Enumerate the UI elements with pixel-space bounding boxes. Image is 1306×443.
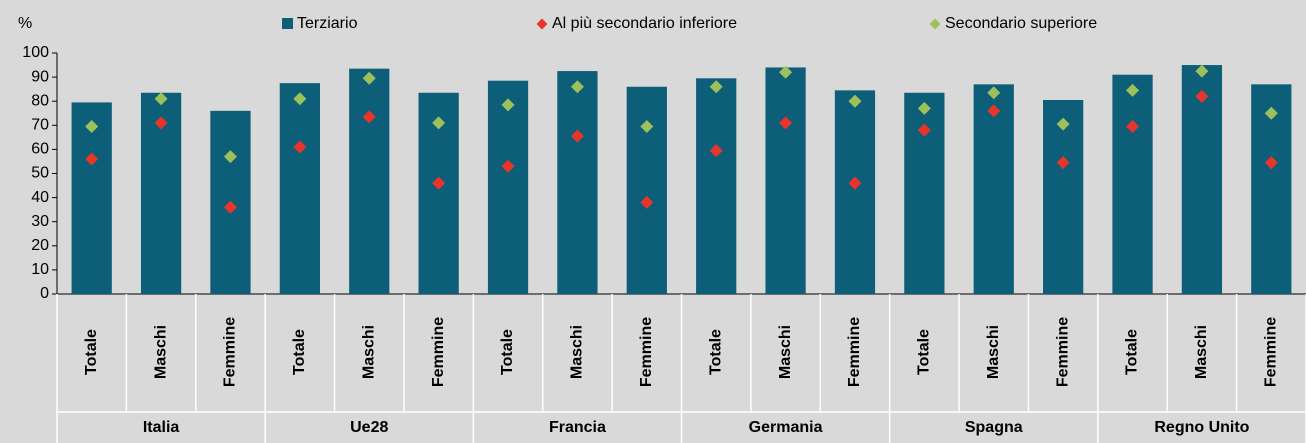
- marker: [987, 86, 1001, 100]
- y-tick-label: 50: [31, 165, 49, 182]
- x-tick-label: Totale: [291, 329, 308, 375]
- marker: [779, 116, 793, 130]
- x-tick-label: Femmine: [1263, 317, 1280, 387]
- bar: [487, 80, 529, 294]
- x-tick-label: Totale: [916, 329, 933, 375]
- marker: [640, 120, 654, 134]
- bar: [973, 84, 1014, 294]
- marker: [640, 195, 654, 209]
- group-label: Francia: [549, 419, 606, 436]
- marker: [1056, 117, 1070, 131]
- x-tick-label: Maschi: [985, 325, 1002, 379]
- x-tick-label: Femmine: [222, 317, 239, 387]
- legend-swatch: [536, 18, 548, 30]
- marker: [848, 94, 862, 108]
- bar: [349, 68, 390, 294]
- marker: [1056, 156, 1070, 170]
- bar: [904, 92, 945, 294]
- marker: [987, 104, 1001, 118]
- marker: [293, 92, 307, 106]
- bar: [279, 83, 320, 294]
- marker: [848, 176, 862, 190]
- marker: [154, 92, 168, 106]
- x-tick-label: Maschi: [777, 325, 794, 379]
- y-tick-label: 100: [22, 44, 49, 61]
- bar: [1043, 99, 1084, 295]
- x-tick-label: Femmine: [1054, 317, 1071, 387]
- x-tick-label: Totale: [499, 329, 516, 375]
- y-tick-label: 80: [31, 92, 49, 109]
- group-label: Spagna: [965, 419, 1023, 436]
- marker: [432, 116, 446, 130]
- x-tick-label: Maschi: [1193, 325, 1210, 379]
- y-tick-label: 20: [31, 237, 49, 254]
- marker: [223, 200, 237, 214]
- marker: [362, 71, 376, 85]
- marker: [501, 159, 515, 173]
- bar: [626, 86, 667, 295]
- x-tick-label: Maschi: [360, 325, 377, 379]
- group-label: Germania: [749, 419, 823, 436]
- marker: [293, 140, 307, 154]
- marker: [85, 152, 99, 166]
- legend-label: Al più secondario inferiore: [552, 15, 737, 32]
- bar: [1112, 74, 1153, 294]
- y-tick-label: 90: [31, 68, 49, 85]
- x-tick-label: Femmine: [430, 317, 447, 387]
- x-tick-label: Totale: [1124, 329, 1141, 375]
- bar: [765, 67, 806, 295]
- marker: [570, 129, 584, 143]
- y-axis-label: %: [18, 15, 32, 32]
- bar: [1181, 65, 1223, 294]
- bar: [71, 102, 112, 294]
- marker: [570, 80, 584, 94]
- marker: [362, 110, 376, 124]
- marker: [779, 65, 793, 79]
- marker: [1264, 106, 1278, 120]
- marker: [223, 150, 237, 164]
- marker: [1126, 120, 1140, 134]
- y-tick-label: 10: [31, 261, 49, 278]
- bar: [557, 71, 598, 294]
- y-tick-label: 40: [31, 189, 49, 206]
- y-tick-label: 60: [31, 141, 49, 158]
- group-label: Italia: [143, 419, 180, 436]
- marker: [709, 144, 723, 158]
- marker: [917, 123, 931, 137]
- marker: [85, 120, 99, 134]
- x-tick-label: Femmine: [638, 317, 655, 387]
- legend-label: Secondario superiore: [945, 15, 1097, 32]
- bar: [834, 90, 876, 294]
- group-label: Regno Unito: [1154, 419, 1249, 436]
- legend-swatch: [282, 18, 293, 29]
- marker: [154, 116, 168, 130]
- group-label: Ue28: [350, 419, 388, 436]
- marker: [1195, 64, 1209, 78]
- x-tick-label: Femmine: [846, 317, 863, 387]
- marker: [1126, 83, 1140, 97]
- x-tick-label: Totale: [83, 329, 100, 375]
- x-tick-label: Totale: [707, 329, 724, 375]
- y-tick-label: 30: [31, 213, 49, 230]
- marker: [917, 101, 931, 115]
- marker: [709, 80, 723, 94]
- legend-swatch: [929, 18, 941, 30]
- x-tick-label: Maschi: [152, 325, 169, 379]
- y-tick-label: 0: [40, 285, 49, 302]
- legend-label: Terziario: [297, 15, 358, 32]
- bar: [696, 78, 737, 295]
- y-tick-label: 70: [31, 117, 49, 134]
- marker: [1195, 89, 1209, 103]
- marker: [432, 176, 446, 190]
- marker: [501, 98, 515, 112]
- x-tick-label: Maschi: [569, 325, 586, 379]
- marker: [1264, 156, 1278, 170]
